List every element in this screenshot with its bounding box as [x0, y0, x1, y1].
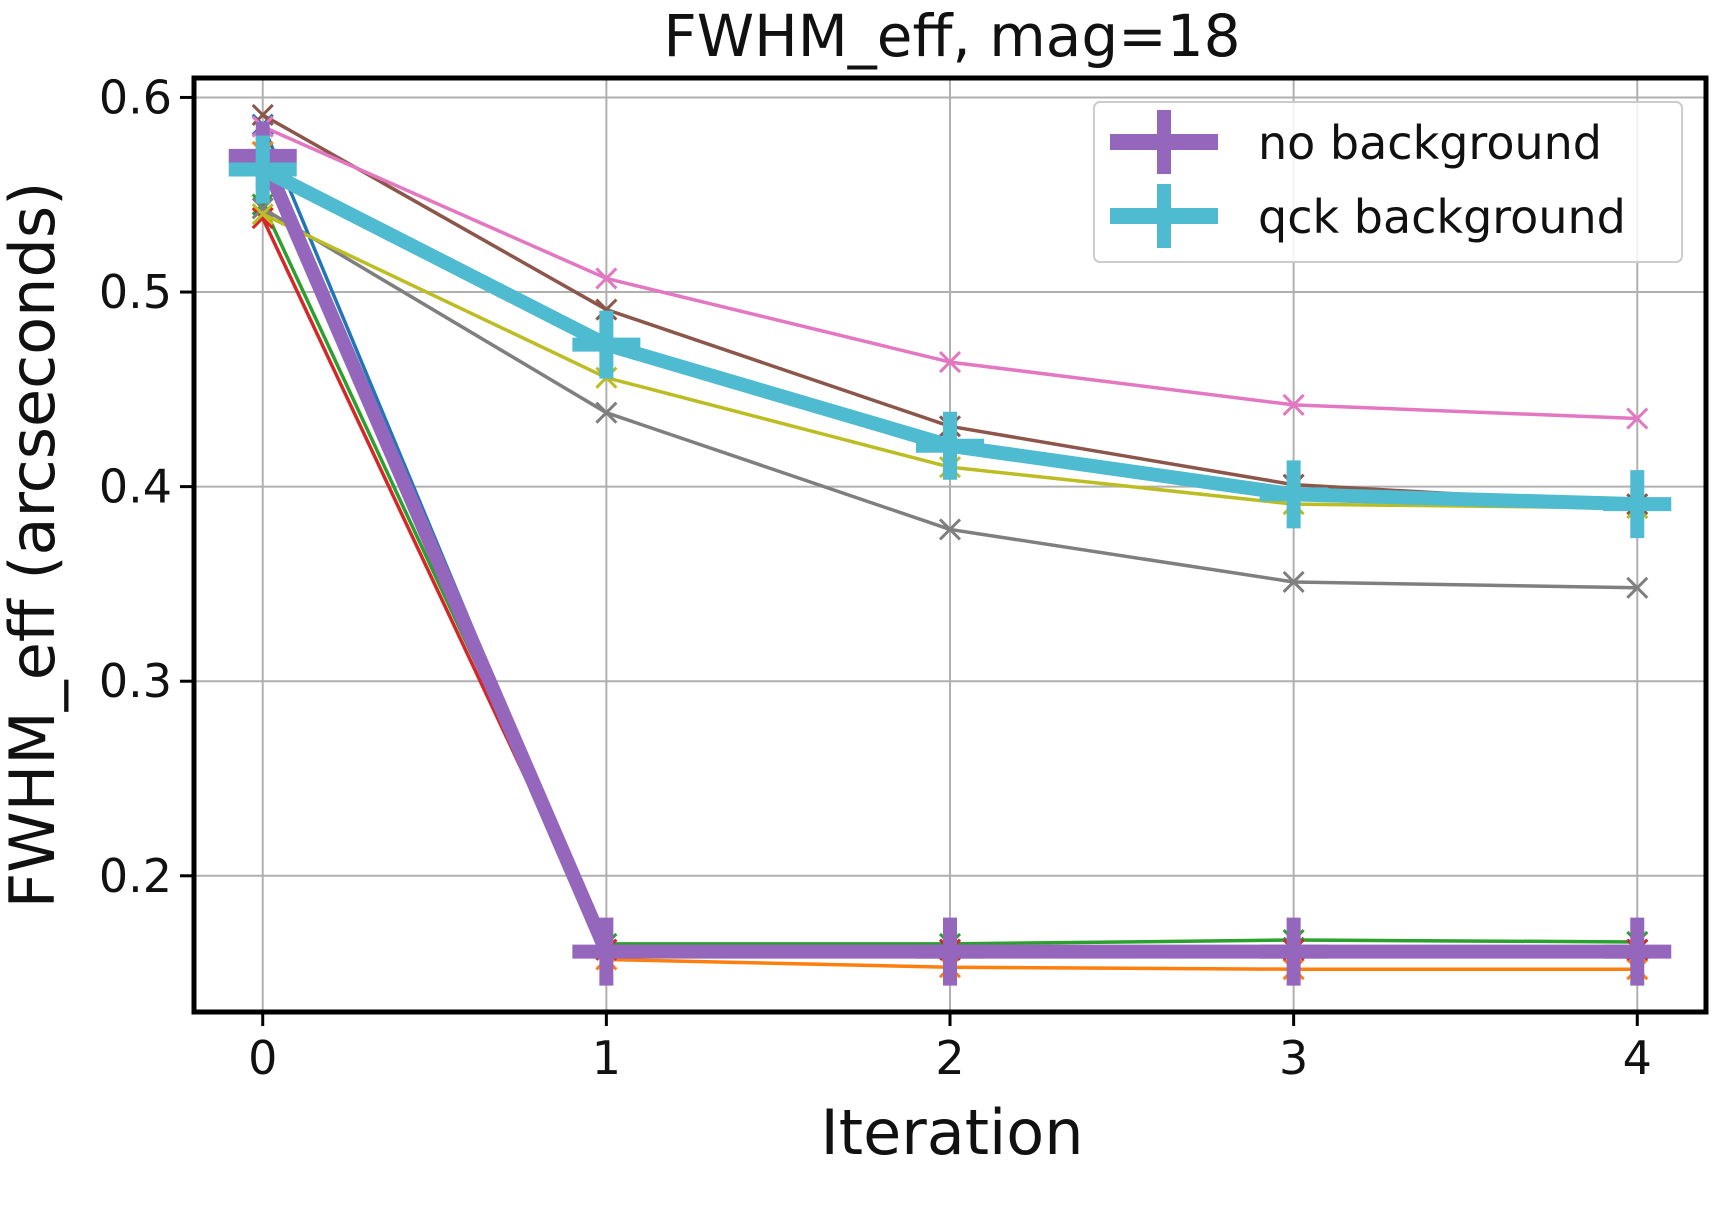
series-qck-background — [228, 135, 1672, 539]
x-tick-label: 3 — [1279, 1031, 1308, 1085]
data-point — [1603, 917, 1672, 986]
axis-ticks: 0 1 2 3 4 0.2 0.3 0.4 0.5 0.6 — [99, 70, 1652, 1085]
data-point — [938, 518, 962, 541]
data-point — [595, 267, 618, 290]
data-point — [228, 135, 297, 204]
data-point — [1259, 917, 1328, 986]
data-point — [572, 917, 641, 986]
y-tick-label: 0.2 — [99, 849, 172, 903]
series-line — [251, 197, 1649, 599]
data-point — [251, 203, 274, 226]
y-tick-label: 0.5 — [99, 265, 172, 319]
legend-plus-marker — [1129, 184, 1199, 248]
y-tick-label: 0.4 — [99, 460, 172, 514]
legend-entry-qck-background: qck background — [1110, 184, 1626, 248]
legend-label: qck background — [1258, 190, 1626, 244]
series-no-background — [228, 121, 1672, 986]
series-lines — [228, 103, 1672, 986]
data-point — [1259, 460, 1328, 529]
y-tick-label: 0.6 — [99, 70, 172, 124]
data-point — [572, 310, 641, 379]
y-axis-label: FWHM_eff (arcseconds) — [0, 182, 69, 909]
x-tick-label: 1 — [592, 1031, 621, 1085]
data-point — [916, 411, 984, 480]
data-point — [938, 351, 962, 374]
grid — [194, 78, 1706, 1012]
x-tick-label: 0 — [248, 1031, 277, 1085]
data-point — [1626, 407, 1649, 430]
legend-entry-no-background: no background — [1110, 110, 1602, 174]
data-point — [1282, 570, 1305, 594]
x-tick-label: 2 — [935, 1031, 964, 1085]
chart-title: FWHM_eff, mag=18 — [663, 2, 1240, 70]
data-point — [595, 401, 618, 424]
legend: no background qck background — [1093, 101, 1683, 263]
legend-label: no background — [1258, 116, 1602, 170]
data-point — [916, 917, 984, 986]
legend-box — [1093, 101, 1683, 263]
y-tick-label: 0.3 — [99, 654, 172, 708]
data-point — [1282, 393, 1305, 416]
x-axis-label: Iteration — [821, 1096, 1084, 1169]
x-tick-label: 4 — [1623, 1031, 1652, 1085]
data-point — [1626, 576, 1649, 599]
data-point — [1603, 470, 1672, 539]
legend-plus-marker — [1129, 110, 1199, 174]
